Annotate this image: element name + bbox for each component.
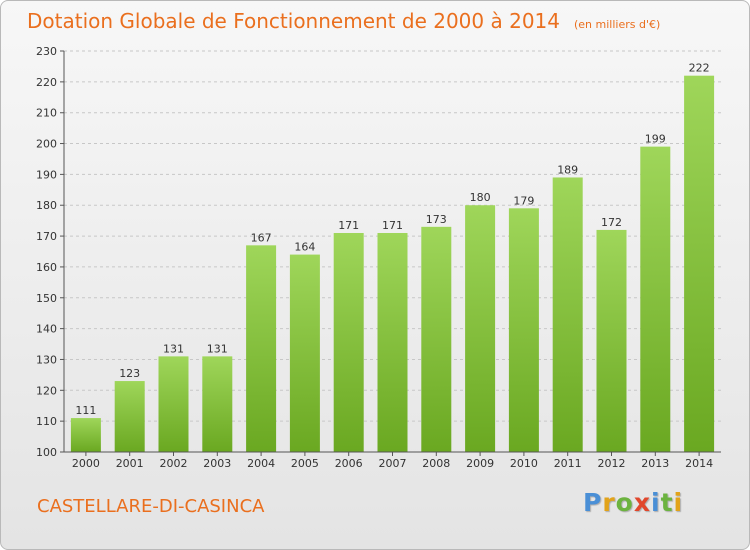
bar-value-label: 167: [251, 231, 272, 244]
unit-label: (en milliers d'€): [574, 18, 661, 31]
x-tick-label: 2002: [160, 457, 188, 470]
x-tick-label: 2009: [466, 457, 494, 470]
bar: [158, 356, 189, 452]
y-tick-label: 180: [36, 199, 57, 212]
y-tick-label: 210: [36, 107, 57, 120]
x-tick-label: 2011: [554, 457, 582, 470]
x-tick-label: 2004: [247, 457, 275, 470]
bar-value-label: 199: [645, 133, 666, 146]
x-tick-label: 2005: [291, 457, 319, 470]
bar: [552, 177, 583, 452]
chart-title: Dotation Globale de Fonctionnement de 20…: [27, 9, 660, 33]
bar-value-label: 179: [513, 194, 534, 207]
logo-letter: i: [651, 488, 661, 517]
bar-value-label: 131: [207, 342, 228, 355]
x-tick-label: 2013: [641, 457, 669, 470]
x-tick-label: 2003: [203, 457, 231, 470]
x-tick-label: 2006: [335, 457, 363, 470]
bar: [684, 75, 715, 452]
y-tick-label: 160: [36, 261, 57, 274]
y-tick-label: 220: [36, 76, 57, 89]
logo-letter: P: [583, 488, 603, 517]
bar-value-label: 171: [338, 219, 359, 232]
bar-value-label: 189: [557, 163, 578, 176]
title-text: Dotation Globale de Fonctionnement de 20…: [27, 9, 560, 33]
bar-value-label: 172: [601, 216, 622, 229]
bar-value-label: 173: [426, 213, 447, 226]
logo-letter: t: [660, 488, 674, 517]
y-tick-label: 110: [36, 415, 57, 428]
bar-value-label: 131: [163, 342, 184, 355]
bar: [596, 229, 627, 452]
bar-value-label: 164: [294, 241, 315, 254]
y-tick-label: 190: [36, 168, 57, 181]
x-tick-label: 2001: [116, 457, 144, 470]
y-tick-label: 150: [36, 292, 57, 305]
logo-letter: i: [673, 488, 684, 517]
y-tick-label: 170: [36, 230, 57, 243]
proxiti-logo: Proxiti: [583, 488, 683, 517]
bar-value-label: 111: [75, 404, 96, 417]
x-tick-label: 2007: [379, 457, 407, 470]
bars-layer: 111 123 131 131 167 164 171 171 173 180 179 189 172 1…: [70, 62, 715, 452]
logo-letter: x: [633, 488, 651, 517]
x-tick-label: 2014: [685, 457, 713, 470]
bar: [465, 205, 496, 452]
bar: [333, 232, 364, 452]
bar-value-label: 180: [470, 191, 491, 204]
bar-value-label: 123: [119, 367, 140, 380]
y-tick-label: 130: [36, 353, 57, 366]
bar: [70, 418, 101, 452]
x-tick-label: 2008: [422, 457, 450, 470]
y-tick-label: 230: [36, 45, 57, 58]
logo-letter: o: [615, 488, 634, 517]
bar: [246, 245, 277, 452]
x-tick-label: 2010: [510, 457, 538, 470]
bar-value-label: 222: [689, 62, 710, 75]
bar: [508, 208, 539, 452]
bar: [421, 226, 452, 452]
bar: [202, 356, 233, 452]
commune-name: CASTELLARE-DI-CASINCA: [37, 496, 265, 517]
x-tick-label: 2012: [598, 457, 626, 470]
y-tick-label: 120: [36, 384, 57, 397]
y-tick-label: 140: [36, 323, 57, 336]
logo-letter: r: [602, 488, 616, 517]
x-tick-label: 2000: [72, 457, 100, 470]
bar: [377, 232, 408, 452]
axis-layer: 100 110 120 130 140 150 160 170 180 190 200 210 220 2…: [36, 45, 721, 470]
y-tick-label: 100: [36, 446, 57, 459]
bar: [114, 381, 145, 452]
bar: [640, 146, 671, 452]
bar: [289, 254, 320, 452]
y-tick-label: 200: [36, 138, 57, 151]
bar-value-label: 171: [382, 219, 403, 232]
